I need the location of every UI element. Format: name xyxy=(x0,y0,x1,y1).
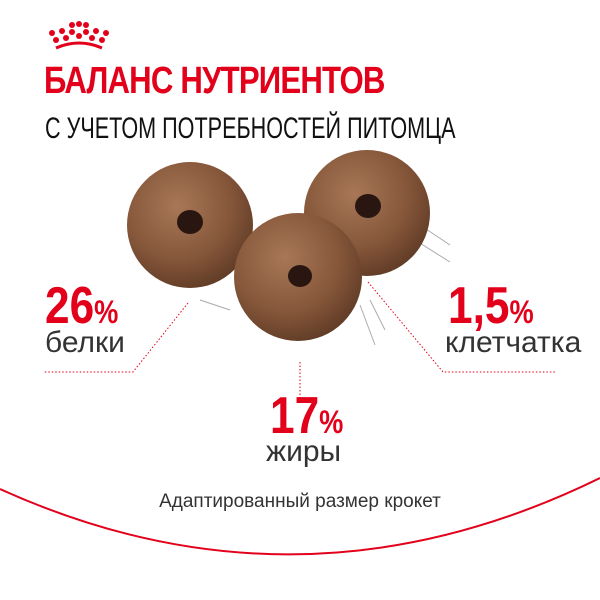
kibble-left xyxy=(127,162,253,288)
fiber-value: 1,5% xyxy=(448,277,534,335)
protein-value: 26% xyxy=(45,277,119,335)
fat-label: жиры xyxy=(266,435,342,468)
protein-label: белки xyxy=(45,326,125,359)
footer-text: Адаптированный размер крокет xyxy=(159,491,441,512)
crown-logo xyxy=(49,21,109,50)
fat-value: 17% xyxy=(270,387,344,445)
kibble-center xyxy=(234,213,362,341)
leader-lines xyxy=(44,281,556,402)
fiber-label: клетчатка xyxy=(445,326,582,359)
page-title: БАЛАНС НУТРИЕНТОВ xyxy=(44,60,385,102)
page-subtitle: С УЧЕТОМ ПОТРЕБНОСТЕЙ ПИТОМЦА xyxy=(45,112,456,145)
red-arc xyxy=(0,477,600,556)
